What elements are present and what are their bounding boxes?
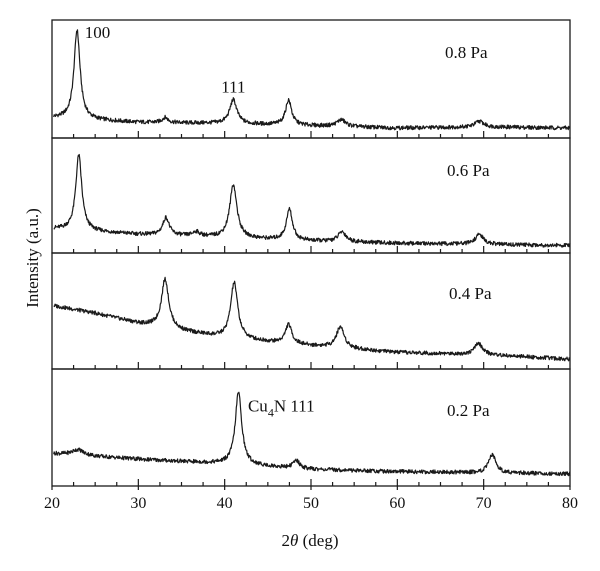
panel-label: 0.4 Pa bbox=[449, 284, 492, 303]
x-tick-label: 60 bbox=[389, 495, 405, 512]
x-axis: 20 30 40 50 60 70 80 bbox=[44, 486, 578, 512]
panel-label: 0.2 Pa bbox=[447, 401, 490, 420]
x-tick-label: 40 bbox=[217, 495, 233, 512]
x-tick-label: 80 bbox=[562, 495, 578, 512]
panel-4: 0.2 Pa Cu4N 111 bbox=[51, 368, 571, 487]
peak-annotation: 100 bbox=[85, 23, 111, 42]
annotation-subscript: 4 bbox=[268, 406, 274, 420]
panel-label: 0.6 Pa bbox=[447, 161, 490, 180]
x-axis-title-theta: θ bbox=[290, 531, 298, 550]
panel-frame bbox=[51, 137, 571, 254]
xrd-trace bbox=[53, 153, 571, 248]
peak-annotation: 111 bbox=[221, 78, 245, 97]
y-axis-title: Intensity (a.u.) bbox=[23, 208, 42, 308]
panel-2: 0.6 Pa bbox=[51, 137, 571, 254]
panel-1: 0.8 Pa 100 111 bbox=[51, 19, 571, 139]
panel-label: 0.8 Pa bbox=[445, 43, 488, 62]
chart-panels: 0.8 Pa 100 111 0.6 Pa 0.4 Pa 0.2 Pa Cu4N 111 bbox=[51, 19, 571, 487]
annotation-main: Cu bbox=[248, 397, 268, 416]
x-tick-label: 20 bbox=[44, 495, 60, 512]
x-tick-label: 70 bbox=[476, 495, 492, 512]
panel-frame bbox=[51, 252, 571, 370]
x-axis-title-suffix: (deg) bbox=[298, 531, 338, 550]
xrd-trace bbox=[53, 391, 571, 477]
annotation-tail: N 111 bbox=[274, 397, 315, 416]
xrd-trace bbox=[53, 276, 571, 362]
x-axis-title-prefix: 2 bbox=[282, 531, 291, 550]
x-tick-label: 50 bbox=[303, 495, 319, 512]
x-tick-label: 30 bbox=[130, 495, 146, 512]
xrd-trace bbox=[53, 29, 571, 131]
peak-annotation: Cu4N 111 bbox=[248, 397, 315, 420]
panel-3: 0.4 Pa bbox=[51, 252, 571, 370]
x-axis-title: 2θ (deg) bbox=[282, 531, 339, 550]
